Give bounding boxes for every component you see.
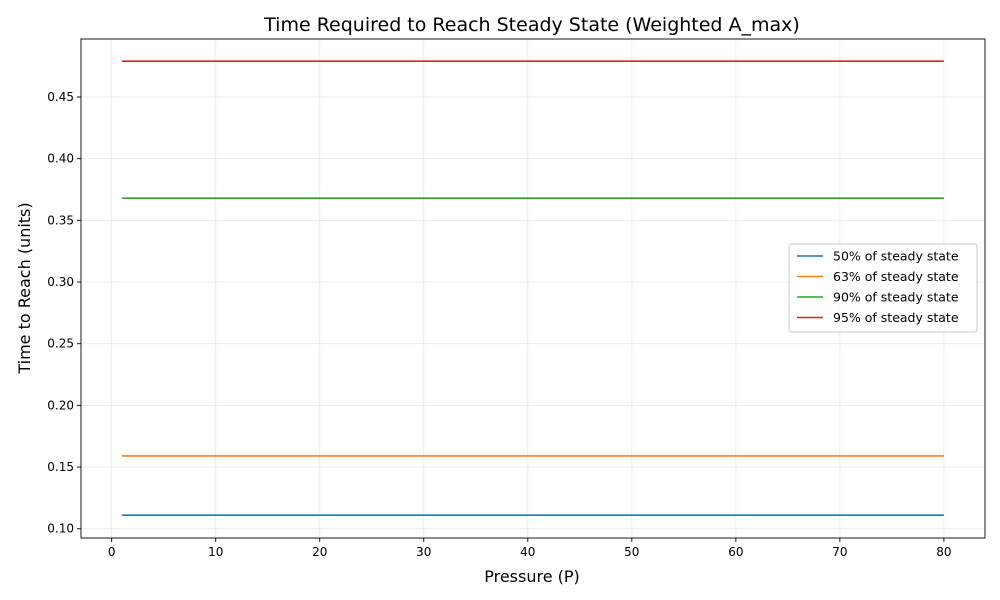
legend-label: 63% of steady state [833,269,959,284]
x-tick-label: 70 [832,545,847,559]
x-axis-title: Pressure (P) [484,567,580,586]
y-tick-label: 0.45 [47,90,74,104]
x-tick-label: 50 [624,545,639,559]
legend-label: 50% of steady state [833,249,959,264]
y-tick-label: 0.25 [47,337,74,351]
x-axis: 0 10 20 30 40 50 60 70 80 [108,538,952,559]
y-axis: 0.10 0.15 0.20 0.25 0.30 0.35 0.40 0.45 [47,90,81,536]
x-tick-label: 40 [520,545,535,559]
plot-frame [80,38,986,539]
x-tick-label: 60 [728,545,743,559]
legend-label: 95% of steady state [833,310,959,325]
x-tick-label: 10 [208,545,223,559]
y-tick-label: 0.15 [47,460,74,474]
legend: 50% of steady state 63% of steady state 90… [788,243,978,333]
legend-label: 90% of steady state [833,290,959,305]
x-tick-label: 0 [108,545,116,559]
y-tick-label: 0.35 [47,213,74,227]
y-tick-label: 0.10 [47,522,74,536]
y-axis-title: Time to Reach (units) [15,202,34,374]
x-tick-label: 20 [312,545,327,559]
y-tick-label: 0.40 [47,152,74,166]
chart-title: Time Required to Reach Steady State (Wei… [263,14,800,36]
series-lines [122,60,944,516]
legend-box [788,243,978,333]
y-tick-label: 0.30 [47,275,74,289]
x-tick-label: 80 [936,545,951,559]
x-tick-label: 30 [416,545,431,559]
y-tick-label: 0.20 [47,398,74,412]
